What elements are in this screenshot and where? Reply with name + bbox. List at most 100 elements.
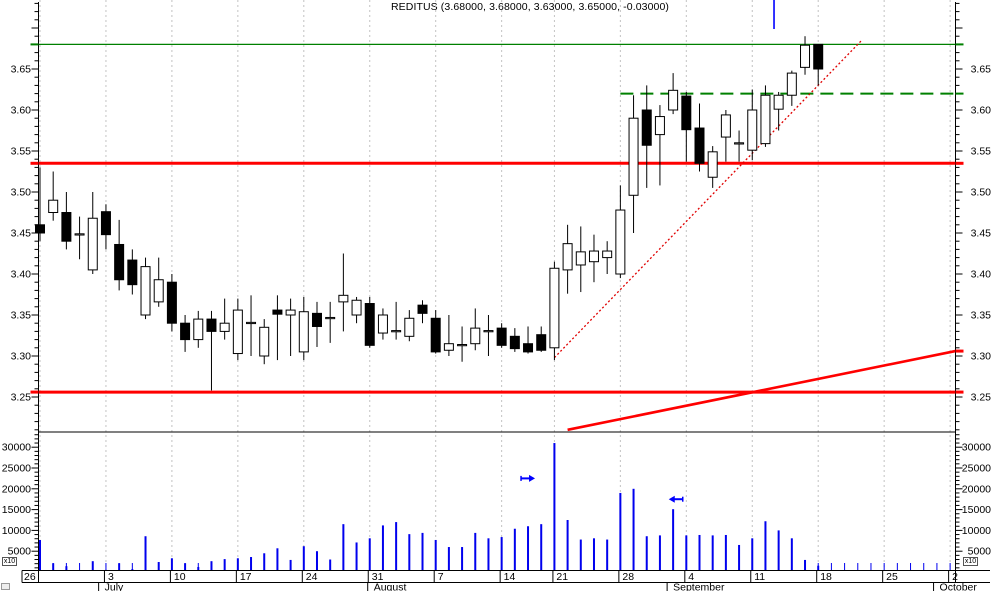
volume-tick-label-left: 25000 (2, 463, 31, 475)
price-tick-label-left: 3.40 (11, 269, 32, 281)
candle (219, 298, 230, 340)
candle (272, 295, 283, 361)
price-tick-label-right: 3.50 (971, 187, 992, 199)
price-tick-label-right: 3.60 (971, 105, 992, 117)
date-week-label: 14 (504, 571, 516, 583)
candle (496, 323, 507, 348)
price-tick-label-right: 3.35 (971, 310, 992, 322)
candle (311, 301, 322, 347)
candle (654, 105, 665, 186)
rising-support-line (567, 349, 956, 432)
volume-tick-label-left: 5000 (8, 546, 32, 558)
candle (720, 110, 731, 162)
candle (140, 257, 151, 320)
date-week-label: 17 (240, 571, 252, 583)
candle (734, 130, 745, 162)
candle (786, 70, 797, 106)
price-tick-label-right: 3.30 (971, 351, 992, 363)
candle (153, 257, 164, 307)
volume-tick-label-right: 5000 (968, 546, 992, 558)
price-tick-label-left: 3.55 (11, 146, 32, 158)
date-week-label: 25 (886, 571, 898, 583)
price-tick-label-right: 3.65 (971, 64, 992, 76)
candle (298, 296, 309, 361)
volume-tick-label-left: 10000 (2, 525, 31, 537)
candle (364, 296, 375, 348)
volume-tick-label-right: 20000 (962, 483, 991, 495)
date-week-label: 24 (306, 571, 318, 583)
date-month-label: July (105, 582, 124, 591)
candle (206, 310, 217, 391)
trendlines (553, 39, 956, 432)
candle (417, 300, 428, 324)
axes: 3.65 3.65 3.60 3.60 3.55 3.55 3.50 3.50 3.45 3.45… (2, 2, 991, 583)
volume-series (39, 443, 820, 571)
markers (520, 0, 775, 503)
candle (615, 185, 626, 279)
candle (760, 85, 771, 147)
candle (800, 36, 811, 75)
date-week-label: 18 (820, 571, 832, 583)
candle (575, 226, 586, 293)
candle (74, 216, 85, 260)
candle (536, 326, 547, 352)
candle (443, 315, 454, 356)
candle (100, 204, 111, 250)
volume-tick-label-right: 15000 (962, 504, 991, 516)
date-week-label: 2 (952, 571, 958, 583)
candle (430, 310, 441, 354)
volume-tick-label-left: 30000 (2, 442, 31, 454)
rising-trendline (553, 39, 863, 359)
price-tick-label-left: 3.65 (11, 64, 32, 76)
candle (668, 73, 679, 115)
candle (602, 241, 613, 274)
corner-grip[interactable] (1, 583, 10, 590)
candle (707, 146, 718, 188)
candle (404, 310, 415, 342)
candle (773, 91, 784, 131)
price-tick-label-right: 3.55 (971, 146, 992, 158)
candlestick-series (35, 36, 824, 391)
candle (509, 328, 520, 352)
volume-tick-label-left: 20000 (2, 483, 31, 495)
candle (747, 89, 758, 161)
candle (35, 167, 45, 242)
candle (470, 308, 481, 351)
candle (87, 192, 98, 274)
candle (681, 91, 692, 162)
date-week-label: 21 (556, 571, 568, 583)
price-tick-label-left: 3.50 (11, 187, 32, 199)
volume-multiplier-badge-right: x10 (963, 557, 978, 566)
candle (127, 249, 138, 295)
date-week-label: 31 (372, 571, 384, 583)
date-week-label: 4 (688, 571, 694, 583)
candle (562, 224, 573, 294)
candle (457, 326, 468, 362)
candle (246, 295, 257, 356)
candle (391, 301, 402, 340)
candle (114, 219, 125, 291)
candle (628, 95, 639, 233)
date-month-label: August (374, 582, 407, 591)
price-tick-label-left: 3.45 (11, 228, 32, 240)
volume-multiplier-badge-left: x10 (2, 557, 17, 566)
price-tick-label-left: 3.25 (11, 392, 32, 404)
candle (325, 301, 336, 343)
candle (193, 310, 204, 348)
candle (285, 298, 296, 356)
date-week-label: 3 (108, 571, 114, 583)
price-tick-label-right: 3.40 (971, 269, 992, 281)
candle (166, 274, 177, 332)
candle (338, 253, 349, 332)
candle (180, 315, 191, 352)
candle (523, 326, 534, 354)
date-week-label: 7 (438, 571, 444, 583)
price-tick-label-right: 3.25 (971, 392, 992, 404)
candle (588, 234, 599, 283)
volume-tick-label-right: 30000 (962, 442, 991, 454)
volume-tick-label-right: 25000 (962, 463, 991, 475)
date-axis: 26 3 10 17 24 31 7 14 21 28 4 11 18 25 2 July August Sept… (21, 563, 990, 591)
date-month-label: September (673, 582, 725, 591)
